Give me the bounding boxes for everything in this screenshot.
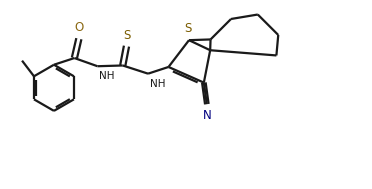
Text: O: O [74, 21, 83, 34]
Text: NH: NH [99, 71, 115, 81]
Text: S: S [185, 22, 192, 35]
Text: N: N [203, 109, 212, 122]
Text: S: S [123, 29, 130, 42]
Text: NH: NH [150, 78, 165, 88]
